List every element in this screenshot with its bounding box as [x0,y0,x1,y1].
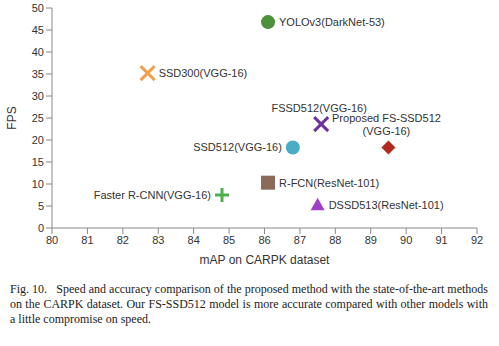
svg-text:SSD300(VGG-16): SSD300(VGG-16) [159,67,248,79]
svg-text:92: 92 [471,234,483,246]
svg-text:0: 0 [38,222,44,234]
svg-text:87: 87 [294,234,306,246]
svg-text:89: 89 [365,234,377,246]
svg-text:85: 85 [223,234,235,246]
svg-text:FSSD512(VGG-16): FSSD512(VGG-16) [271,102,367,115]
svg-text:88: 88 [329,234,341,246]
svg-text:91: 91 [435,234,447,246]
svg-text:83: 83 [152,234,164,246]
svg-text:84: 84 [188,234,200,246]
svg-text:SSD512(VGG-16): SSD512(VGG-16) [193,141,282,153]
svg-text:DSSD513(ResNet-101): DSSD513(ResNet-101) [329,199,444,211]
html-text:Fig. 10. Speed and accuracy co: Fig. 10. Speed and accuracy comparison o… [10,282,491,326]
svg-text:45: 45 [32,24,44,36]
svg-text:Proposed FS-SSD512(VGG-16): Proposed FS-SSD512(VGG-16) [332,112,441,137]
svg-text:82: 82 [117,234,129,246]
svg-text:10: 10 [32,178,44,190]
svg-text:20: 20 [32,134,44,146]
svg-text:30: 30 [32,90,44,102]
svg-text:81: 81 [81,234,93,246]
svg-text:5: 5 [38,200,44,212]
svg-text:40: 40 [32,46,44,58]
svg-text:90: 90 [400,234,412,246]
svg-text:mAP on CARPK dataset: mAP on CARPK dataset [200,253,331,267]
svg-text:15: 15 [32,156,44,168]
svg-text:35: 35 [32,68,44,80]
svg-text:86: 86 [258,234,270,246]
svg-text:25: 25 [32,112,44,124]
svg-text:80: 80 [46,234,58,246]
svg-text:R-FCN(ResNet-101): R-FCN(ResNet-101) [279,177,379,189]
svg-text:FPS: FPS [8,106,19,129]
svg-text:Faster R-CNN(VGG-16): Faster R-CNN(VGG-16) [94,189,211,201]
svg-text:YOLOv3(DarkNet-53): YOLOv3(DarkNet-53) [279,16,385,28]
svg-text:50: 50 [32,2,44,14]
